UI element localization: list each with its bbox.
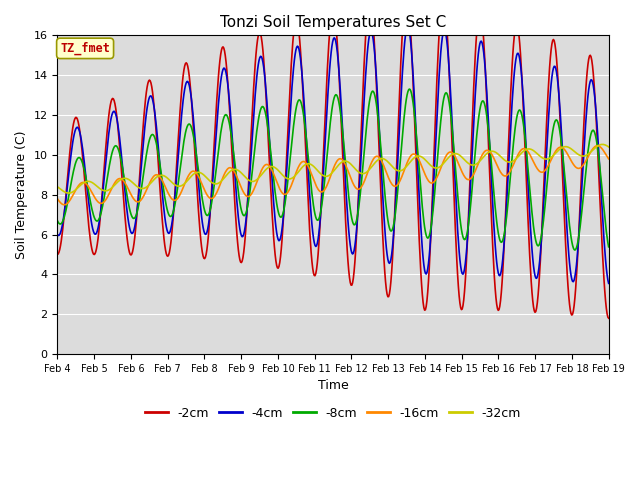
-2cm [400,7,408,12]
-4cm [404,24,412,29]
-8cm [605,244,612,250]
-2cm [54,252,61,257]
-32cm [63,190,71,196]
-4cm [176,130,184,136]
-2cm [205,223,213,229]
-2cm [63,177,71,182]
-8cm [406,86,413,92]
-32cm [598,142,606,147]
-32cm [54,184,61,190]
-8cm [176,166,184,172]
-16cm [54,196,61,202]
-32cm [401,166,408,171]
-16cm [206,195,214,201]
-32cm [65,190,73,196]
-16cm [401,166,408,172]
-16cm [64,200,72,205]
Line: -8cm: -8cm [58,89,609,250]
-2cm [605,315,612,321]
-2cm [120,203,128,209]
Line: -16cm: -16cm [58,146,609,205]
-8cm [54,218,61,224]
Line: -32cm: -32cm [58,144,609,193]
-8cm [400,116,408,122]
X-axis label: Time: Time [317,379,348,392]
Y-axis label: Soil Temperature (C): Soil Temperature (C) [15,131,28,259]
Text: TZ_fmet: TZ_fmet [60,42,110,55]
-32cm [417,154,424,159]
-32cm [206,178,214,184]
-8cm [417,187,424,193]
-4cm [605,280,612,286]
-32cm [177,183,185,189]
Title: Tonzi Soil Temperatures Set C: Tonzi Soil Temperatures Set C [220,15,446,30]
-8cm [63,201,71,206]
-8cm [571,247,579,253]
-16cm [593,143,601,149]
-16cm [121,180,129,186]
-4cm [205,216,213,222]
-4cm [63,184,71,190]
-16cm [605,156,612,162]
Line: -4cm: -4cm [58,26,609,283]
-2cm [176,108,184,114]
-16cm [60,202,68,208]
-2cm [417,269,424,275]
-4cm [120,180,128,186]
-8cm [120,175,128,180]
-32cm [605,144,612,150]
-4cm [54,232,61,238]
-4cm [400,48,408,54]
-32cm [121,175,129,181]
-16cm [417,161,424,167]
Legend: -2cm, -4cm, -8cm, -16cm, -32cm: -2cm, -4cm, -8cm, -16cm, -32cm [140,402,526,425]
Line: -2cm: -2cm [58,0,609,318]
-8cm [205,210,213,216]
-16cm [177,190,185,196]
-4cm [417,223,424,229]
